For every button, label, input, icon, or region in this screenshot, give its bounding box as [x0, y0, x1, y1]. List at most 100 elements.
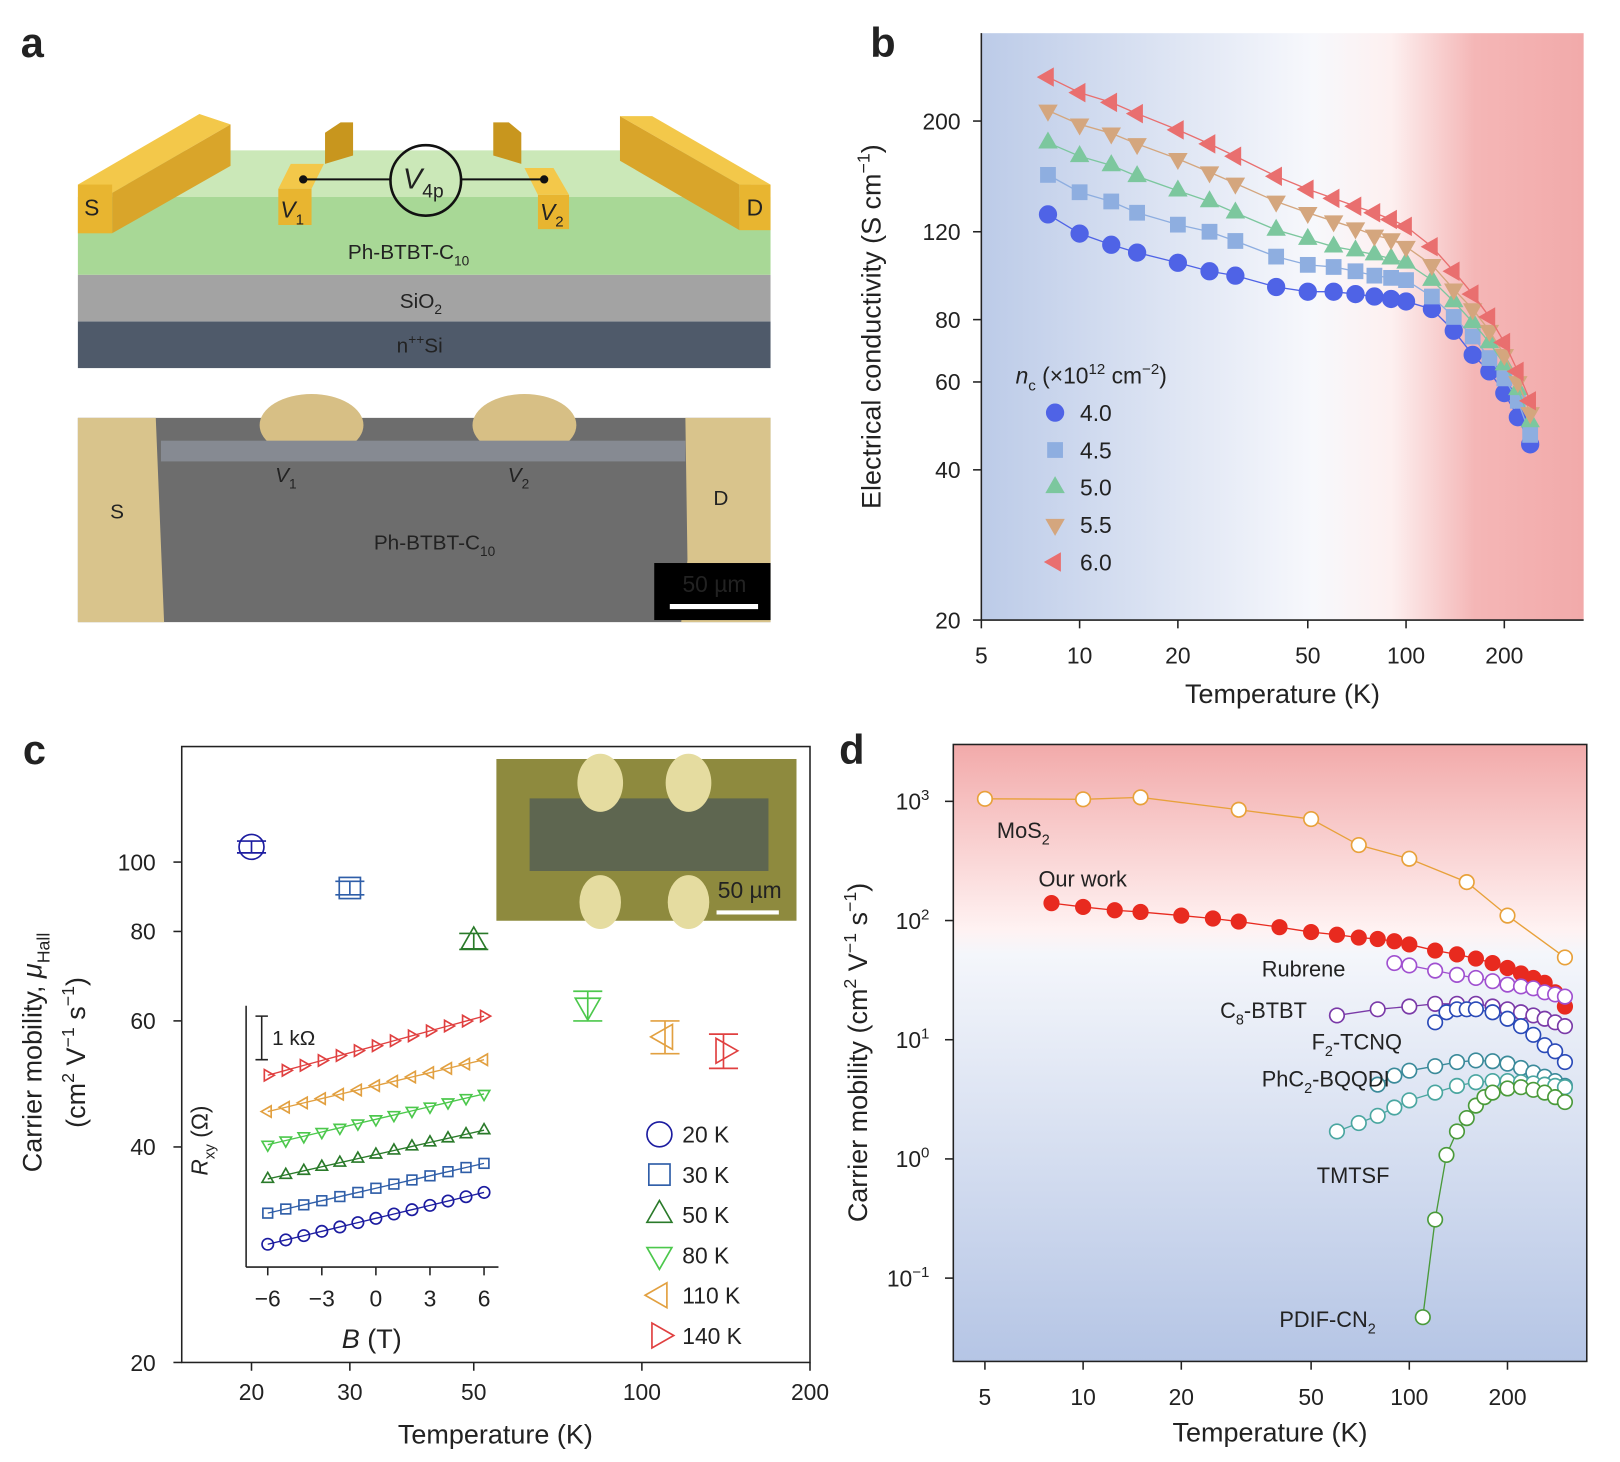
- data-point: [1129, 204, 1145, 221]
- data-point: [1386, 954, 1403, 972]
- gate-layer: [77, 321, 771, 369]
- y-axis-label-part: (cm: [61, 1083, 91, 1128]
- data-point: [1101, 154, 1121, 172]
- series-label-part: MoS: [997, 818, 1042, 843]
- y-axis-label-part: s: [61, 1006, 91, 1027]
- data-point: [476, 1121, 492, 1135]
- data-point: [1125, 103, 1143, 124]
- data-point: [333, 1220, 347, 1234]
- data-point: [350, 1119, 366, 1132]
- y-axis-label-part: V: [843, 953, 873, 978]
- data-point: [1328, 926, 1346, 943]
- y-axis-label-part: 2: [840, 979, 860, 989]
- scale-bar: [255, 1015, 268, 1061]
- data-point: [1173, 907, 1190, 924]
- data-point: [1520, 407, 1540, 425]
- data-point: [1132, 789, 1149, 806]
- y-axis-label-part: ): [843, 883, 873, 892]
- data-point: [1168, 253, 1188, 272]
- data-point: [295, 1095, 309, 1111]
- data-point: [1369, 1107, 1386, 1124]
- data-point: [277, 1100, 291, 1115]
- data-point: [1344, 196, 1362, 216]
- layer-label-part: Ph-BTBT-C: [348, 241, 454, 264]
- y-axis-label-part: ): [857, 144, 887, 153]
- data-point: [1394, 216, 1412, 237]
- series-label-part: PhC: [1262, 1067, 1304, 1092]
- y-tick-label: 103: [896, 787, 930, 815]
- panel-label: b: [870, 19, 895, 66]
- data-point: [1328, 1123, 1346, 1140]
- data-point: [442, 1166, 454, 1178]
- data-point: [1224, 146, 1242, 166]
- data-point: [1106, 902, 1123, 919]
- channel-layer: [77, 197, 771, 275]
- probe-label-part: 2: [555, 214, 563, 231]
- probe-label: V2: [508, 464, 529, 491]
- data-point: [1444, 321, 1463, 340]
- panel-label: d: [839, 726, 864, 773]
- data-point: [1268, 248, 1285, 265]
- data-point: [404, 1138, 420, 1151]
- x-tick-label: 0: [370, 1285, 383, 1311]
- probe-label-part: 1: [296, 212, 304, 229]
- legend-label: 140 K: [682, 1323, 742, 1349]
- channel-top: [77, 150, 771, 198]
- y-axis-label-part: ): [61, 977, 91, 986]
- layer-label: Ph-BTBT-C10: [348, 241, 470, 268]
- data-point: [279, 1233, 293, 1247]
- data-point: [350, 1150, 366, 1163]
- data-point: [1499, 1010, 1516, 1027]
- legend-label: 30 K: [682, 1162, 729, 1188]
- data-point: [440, 1130, 456, 1143]
- data-point: [349, 1082, 363, 1098]
- data-point: [1499, 1080, 1516, 1097]
- data-point: [1556, 1018, 1574, 1035]
- data-point: [1494, 349, 1515, 367]
- legend-marker: [1047, 442, 1063, 458]
- data-point: [1069, 145, 1090, 163]
- legend-label: 20 K: [682, 1122, 729, 1148]
- probe-label: V1: [275, 464, 296, 491]
- data-point: [1401, 1062, 1418, 1079]
- series-label: TMTSF: [1317, 1163, 1390, 1188]
- data-point: [1103, 193, 1120, 210]
- data-point: [440, 1098, 456, 1111]
- electrode-region: [77, 417, 165, 623]
- legend-label: 80 K: [682, 1242, 729, 1268]
- data-point: [1556, 1053, 1574, 1071]
- y-tick-label: 200: [922, 108, 960, 134]
- probe-label-part: 2: [522, 476, 530, 491]
- legend-marker: [646, 1121, 673, 1148]
- x-tick-label: 100: [1390, 1384, 1428, 1410]
- data-point: [1499, 1055, 1516, 1072]
- data-point: [1414, 1309, 1431, 1326]
- data-point: [458, 1093, 474, 1107]
- data-point: [1363, 203, 1381, 223]
- data-point: [1226, 266, 1245, 285]
- data-point: [1324, 282, 1343, 301]
- data-point: [262, 1207, 274, 1219]
- data-point: [1198, 134, 1216, 154]
- data-point: [1467, 1052, 1484, 1069]
- data-point: [1478, 307, 1496, 327]
- legend-label: 50 K: [682, 1202, 729, 1228]
- data-point: [1225, 201, 1246, 219]
- x-tick-label: −6: [255, 1285, 281, 1311]
- y-axis-label-part: R: [187, 1159, 213, 1175]
- data-point: [335, 1048, 349, 1063]
- data-point: [1101, 127, 1121, 145]
- legend-title-part: cm: [1105, 363, 1142, 389]
- data-point: [1075, 898, 1092, 916]
- y-tick-label-part: 10: [896, 789, 921, 815]
- y-tick-label: 100: [896, 1145, 930, 1173]
- data-point: [1381, 289, 1401, 309]
- data-point: [1525, 1026, 1542, 1043]
- data-point: [648, 1022, 674, 1051]
- data-point: [278, 1166, 293, 1180]
- data-point: [338, 876, 362, 900]
- series-label-part: -TCNQ: [1333, 1029, 1402, 1054]
- data-point: [1296, 179, 1314, 199]
- data-point: [1481, 350, 1498, 366]
